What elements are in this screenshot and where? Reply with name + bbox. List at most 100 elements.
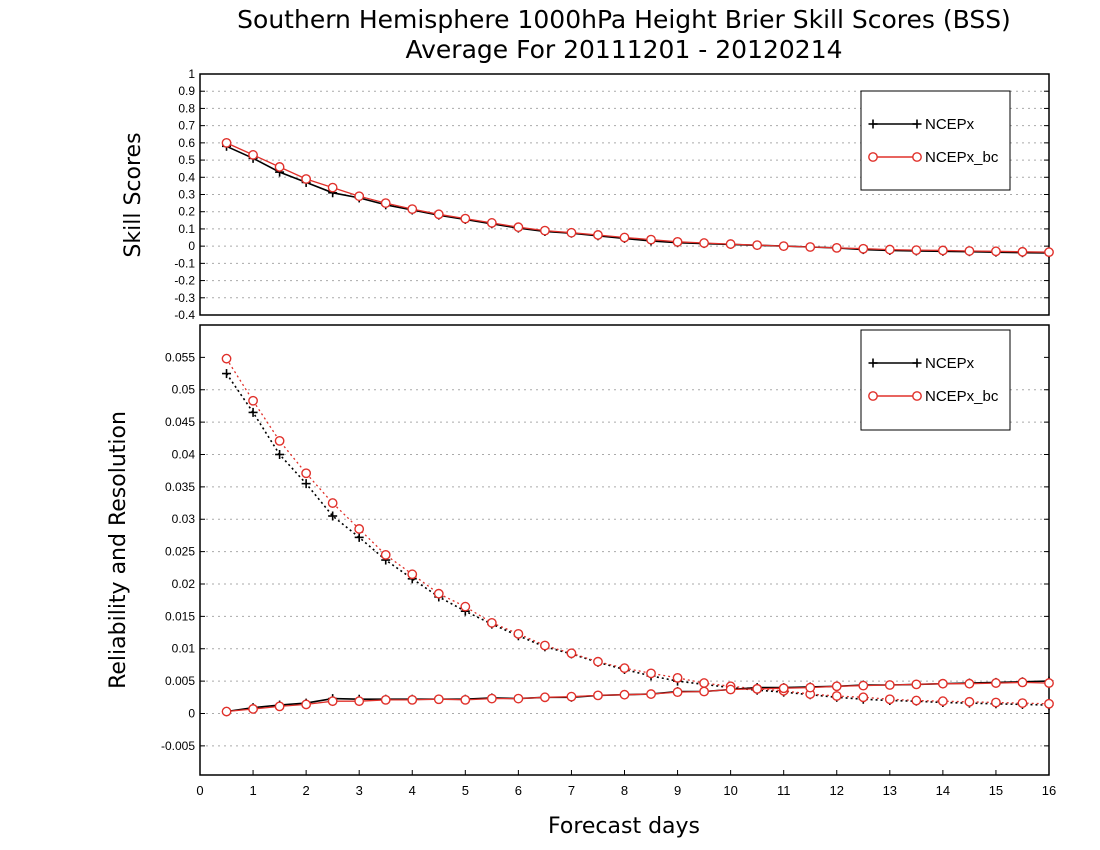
- series-point: [1017, 698, 1028, 709]
- series-point: [540, 640, 550, 651]
- legend-marker: [868, 358, 878, 368]
- series-point: [513, 628, 524, 639]
- series-point: [884, 680, 895, 690]
- series-point: [619, 689, 630, 700]
- legend-box: [860, 329, 1011, 431]
- series-point: [831, 681, 842, 692]
- series-point: [407, 204, 418, 215]
- series-point: [911, 679, 922, 690]
- series-point: [699, 678, 709, 688]
- series-point: [328, 511, 338, 521]
- series-point: [699, 686, 709, 697]
- series-point: [1017, 677, 1028, 688]
- series-point: [805, 242, 816, 252]
- x-tick-label: 1: [249, 783, 256, 798]
- series-point: [222, 369, 232, 379]
- series-point: [407, 569, 418, 580]
- legend-box: [860, 90, 1011, 191]
- y-tick-label: 0.6: [178, 136, 195, 150]
- x-tick-label: 13: [883, 783, 897, 798]
- series-point: [619, 232, 630, 243]
- x-tick-label: 8: [621, 783, 628, 798]
- top-legend: NCEPx NCEPx_bc: [860, 90, 1011, 191]
- legend-entry: NCEPx_bc: [868, 388, 999, 405]
- series-point: [858, 680, 869, 691]
- x-tick-label: 10: [723, 783, 737, 798]
- series-point: [274, 435, 285, 446]
- y-tick-label: 0.03: [172, 512, 196, 526]
- series-point: [248, 704, 258, 714]
- y-tick-label: -0.005: [161, 739, 195, 753]
- series-point: [248, 150, 258, 160]
- y-tick-label: 0.02: [172, 577, 196, 591]
- y-tick-label: 0.1: [178, 222, 195, 236]
- series-point: [460, 694, 471, 705]
- series-point: [327, 182, 338, 193]
- y-tick-label: 0.05: [172, 383, 196, 397]
- legend-entry: NCEPx: [868, 355, 975, 372]
- series-point: [1044, 678, 1054, 688]
- series-point: [486, 617, 497, 628]
- y-tick-label: 0.025: [165, 545, 195, 559]
- series-point: [566, 648, 577, 659]
- top-y-ticks: 1 0.9 0.8 0.7 0.6 0.5 0.4 0.3 0.2 0.1 0 -0.1 -0.2 -0.…: [174, 67, 1049, 322]
- series-point: [858, 243, 869, 254]
- series-point: [354, 696, 365, 707]
- x-tick-label: 0: [196, 783, 203, 798]
- series-point: [991, 246, 1001, 257]
- series-point: [513, 222, 524, 233]
- legend-marker: [912, 119, 922, 129]
- legend-label: NCEPx: [925, 355, 975, 372]
- y-tick-label: -0.3: [174, 291, 195, 305]
- series-point: [937, 696, 948, 707]
- y-tick-label: -0.1: [174, 256, 195, 270]
- x-tick-label: 14: [936, 783, 950, 798]
- y-tick-label: 0.9: [178, 84, 195, 98]
- series-point: [699, 238, 709, 248]
- series-point: [964, 696, 975, 707]
- y-tick-label: 0.7: [178, 119, 195, 133]
- legend-marker: [912, 152, 922, 162]
- x-tick-label: 4: [409, 783, 416, 798]
- legend-label: NCEPx: [925, 116, 975, 133]
- series-point: [884, 244, 895, 255]
- series-point: [354, 524, 365, 534]
- x-tick-label: 15: [989, 783, 1003, 798]
- y-tick-label: 1: [188, 67, 195, 81]
- y-tick-label: 0.2: [178, 205, 195, 219]
- series-point: [407, 694, 418, 705]
- series-point: [619, 663, 630, 674]
- series-point: [593, 230, 603, 240]
- series-point: [672, 236, 683, 247]
- series-point: [221, 137, 232, 148]
- legend-entry: NCEPx: [868, 116, 975, 133]
- series-point: [991, 697, 1001, 708]
- series-point: [805, 682, 816, 693]
- bottom-legend: NCEPx NCEPx_bc: [860, 329, 1011, 431]
- series-point: [725, 684, 736, 695]
- series-point: [221, 706, 232, 717]
- series-point: [274, 701, 285, 712]
- series-point: [274, 162, 285, 172]
- series-point: [884, 694, 895, 705]
- x-tick-label: 6: [515, 783, 522, 798]
- series-point: [593, 656, 603, 667]
- series-point: [1017, 246, 1028, 257]
- series-point: [354, 191, 365, 202]
- series-point: [433, 209, 444, 220]
- chart-title-line2: Average For 20111201 - 20120214: [405, 35, 842, 64]
- y-tick-label: 0.035: [165, 480, 195, 494]
- legend-marker: [868, 391, 878, 401]
- y-tick-label: 0.015: [165, 609, 195, 623]
- series-point: [460, 601, 471, 612]
- series-point: [540, 692, 550, 703]
- y-tick-label: 0.005: [165, 674, 195, 688]
- series-line: [226, 680, 1050, 713]
- legend-label: NCEPx_bc: [925, 149, 999, 166]
- series-point: [752, 240, 763, 251]
- series-point: [937, 245, 948, 256]
- y-tick-label: 0: [188, 706, 195, 720]
- series-point: [646, 668, 656, 679]
- series-point: [964, 678, 975, 689]
